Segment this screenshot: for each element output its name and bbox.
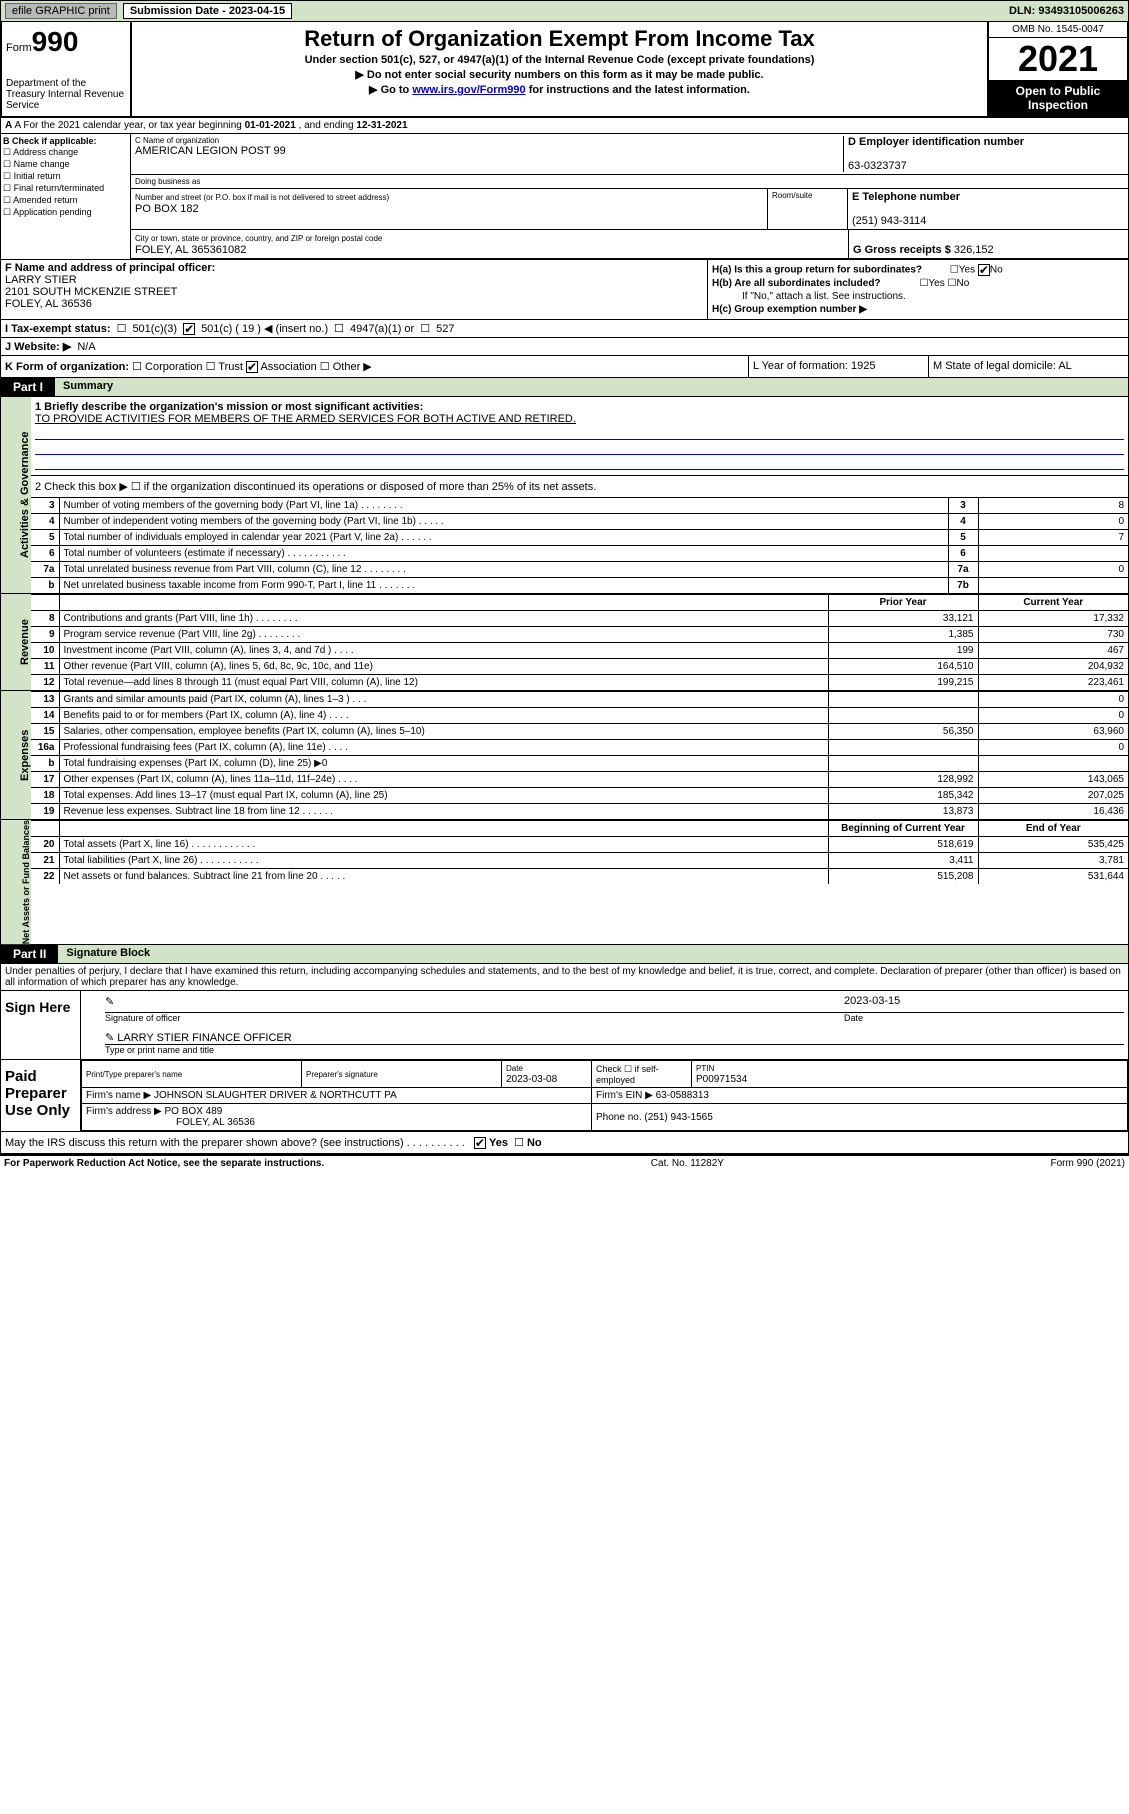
form-subtitle: Under section 501(c), 527, or 4947(a)(1)… (136, 54, 983, 66)
part1-header: Part I Summary (0, 378, 1129, 397)
revenue-section: Revenue Prior YearCurrent Year 8Contribu… (0, 594, 1129, 691)
part2-header: Part II Signature Block (0, 945, 1129, 964)
city-state-zip: FOLEY, AL 365361082 (135, 244, 246, 256)
form-title: Return of Organization Exempt From Incom… (136, 26, 983, 52)
org-name: AMERICAN LEGION POST 99 (135, 145, 286, 157)
tax-year: 2021 (989, 38, 1127, 80)
note-goto: ▶ Go to www.irs.gov/Form990 for instruct… (136, 83, 983, 96)
signature-block: Under penalties of perjury, I declare th… (0, 964, 1129, 1154)
efile-print-button[interactable]: efile GRAPHIC print (5, 3, 117, 19)
section-a: A A For the 2021 calendar year, or tax y… (0, 118, 1129, 134)
dba-label: Doing business as (131, 175, 1128, 189)
ein-label: D Employer identification number (848, 136, 1024, 148)
form-header: Form990 Department of the Treasury Inter… (0, 22, 1129, 118)
top-toolbar: efile GRAPHIC print Submission Date - 20… (0, 0, 1129, 22)
street-address: PO BOX 182 (135, 203, 199, 215)
gross-receipts: 326,152 (954, 244, 994, 256)
form-number: 990 (32, 26, 79, 57)
irs-link[interactable]: www.irs.gov/Form990 (412, 84, 525, 96)
room-suite: Room/suite (768, 189, 848, 229)
form-prefix: Form (6, 42, 32, 54)
section-b: B Check if applicable: ☐ Address change … (1, 134, 131, 259)
open-public: Open to Public Inspection (989, 80, 1127, 116)
officer-name: LARRY STIER (5, 274, 77, 286)
phone-value: (251) 943-3114 (852, 215, 926, 227)
expenses-section: Expenses 13Grants and similar amounts pa… (0, 691, 1129, 820)
line-j: J Website: ▶ N/A (0, 338, 1129, 356)
activities-governance: Activities & Governance 1 Briefly descri… (0, 397, 1129, 594)
omb-number: OMB No. 1545-0047 (989, 22, 1127, 38)
section-fh: F Name and address of principal officer:… (0, 260, 1129, 320)
note-ssn: ▶ Do not enter social security numbers o… (136, 68, 983, 81)
info-grid: B Check if applicable: ☐ Address change … (0, 134, 1129, 260)
line-i: I Tax-exempt status: ☐ 501(c)(3) 501(c) … (0, 320, 1129, 338)
phone-label: E Telephone number (852, 191, 960, 203)
dept-treasury: Department of the Treasury Internal Reve… (6, 78, 126, 111)
mission-text: TO PROVIDE ACTIVITIES FOR MEMBERS OF THE… (35, 413, 576, 425)
page-footer: For Paperwork Reduction Act Notice, see … (0, 1154, 1129, 1171)
ein-value: 63-0323737 (848, 160, 907, 172)
name-label: C Name of organization (135, 136, 839, 145)
line-k: K Form of organization: ☐ Corporation ☐ … (0, 356, 1129, 378)
net-assets-section: Net Assets or Fund Balances Beginning of… (0, 820, 1129, 945)
dln: DLN: 93493105006263 (1009, 5, 1124, 17)
submission-date: Submission Date - 2023-04-15 (123, 3, 292, 19)
